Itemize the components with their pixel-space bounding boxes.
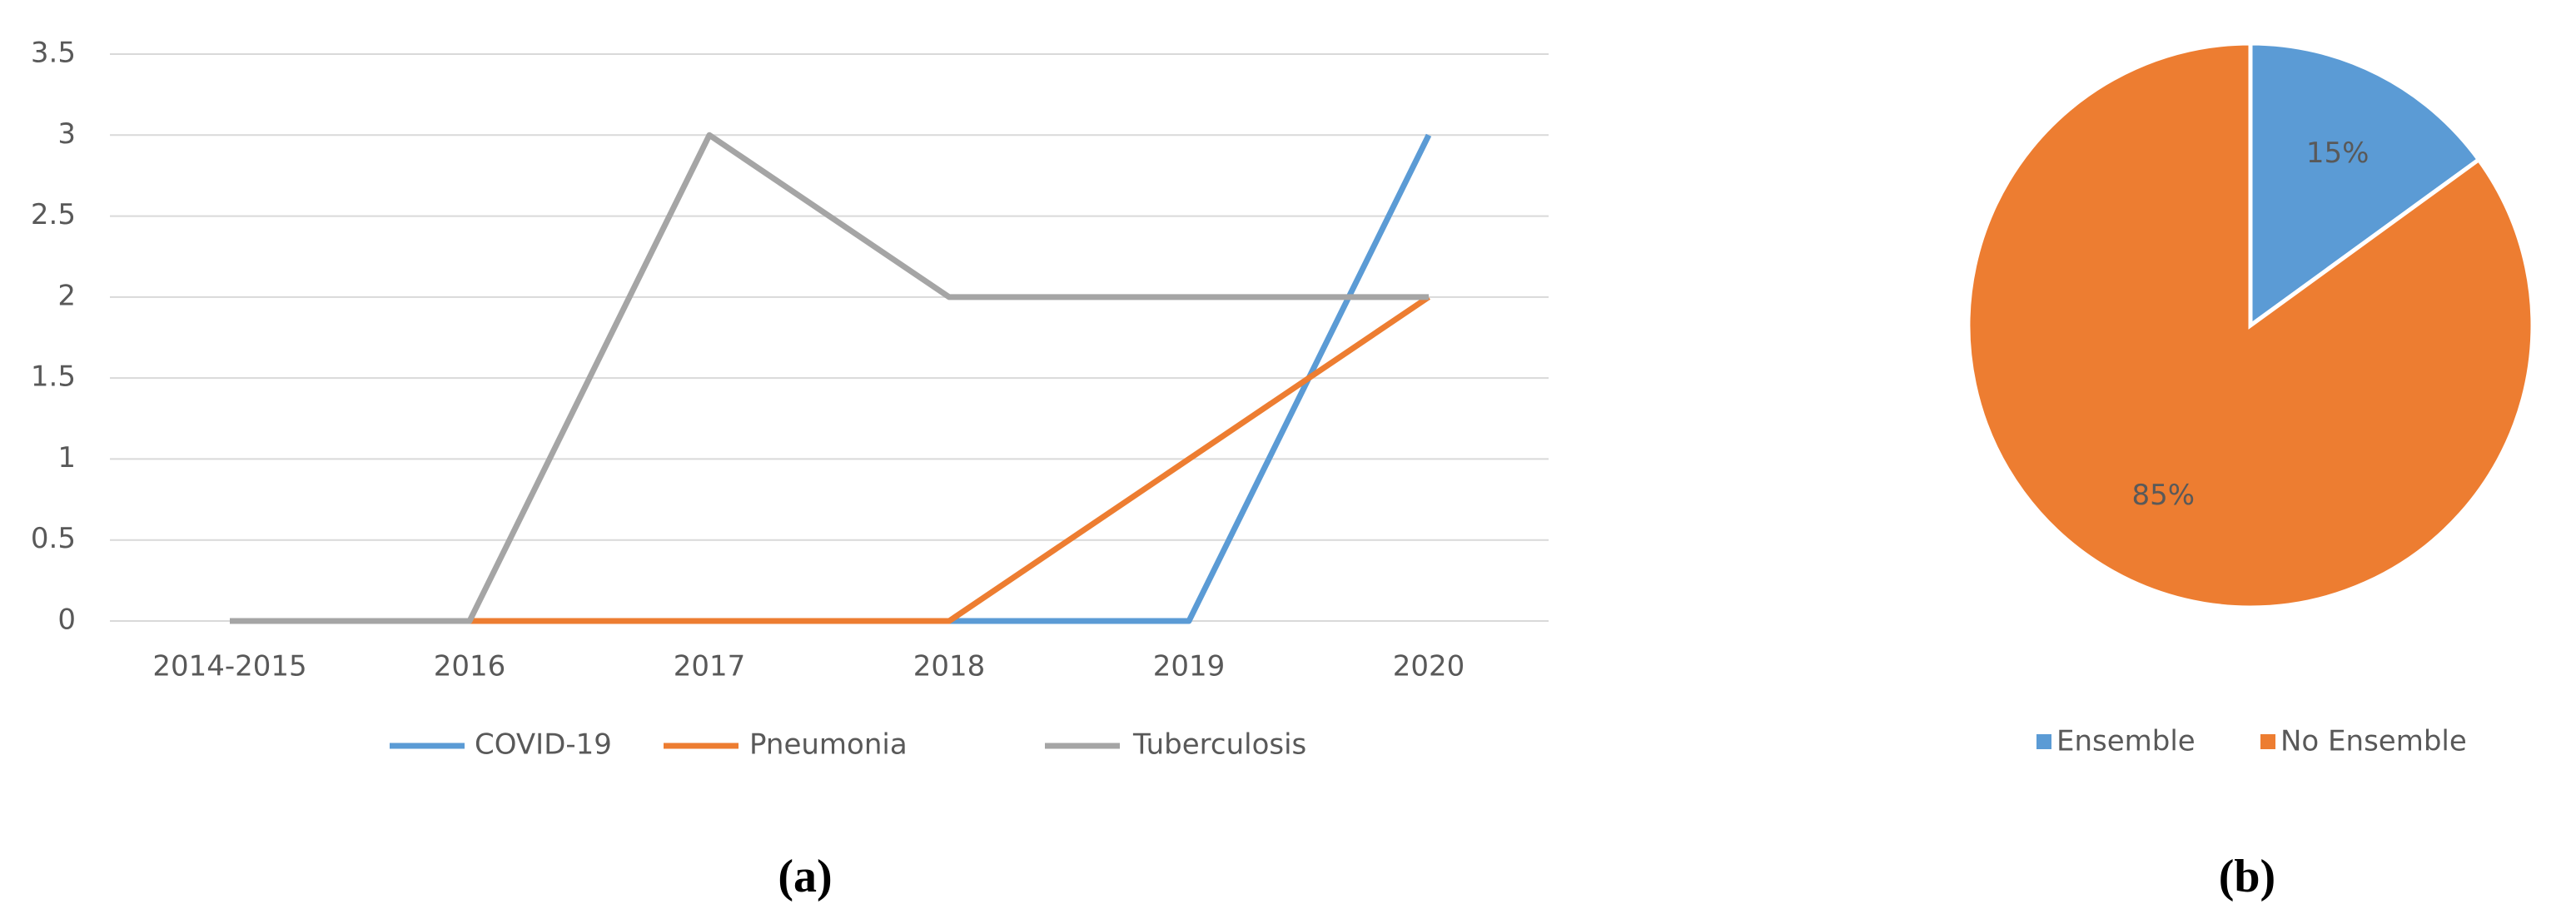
legend-label: Tuberculosis <box>1132 728 1306 762</box>
x-tick-label: 2016 <box>434 650 506 683</box>
y-tick-label: 0 <box>57 604 76 637</box>
y-tick-label: 1 <box>57 441 76 474</box>
legend-label: No Ensemble <box>2280 725 2467 758</box>
legend-swatch <box>2260 734 2275 749</box>
legend-label: COVID-19 <box>475 728 612 762</box>
x-tick-label: 2019 <box>1153 650 1226 683</box>
legend-swatch <box>2036 734 2051 749</box>
legend-label: Pneumonia <box>749 728 908 762</box>
series-line <box>230 132 1429 624</box>
pie-slice <box>2248 41 2482 330</box>
y-tick-label: 0.5 <box>31 522 76 555</box>
legend-label: Ensemble <box>2056 725 2196 758</box>
y-tick-label: 3.5 <box>31 37 76 70</box>
pie-slice <box>1966 41 2535 610</box>
y-tick-label: 3 <box>57 117 76 151</box>
x-tick-label: 2017 <box>674 650 746 683</box>
x-tick-label: 2014-2015 <box>152 650 306 683</box>
x-tick-label: 2018 <box>913 650 986 683</box>
y-tick-label: 2 <box>57 279 76 312</box>
x-tick-label: 2020 <box>1393 650 1465 683</box>
data-label: 85% <box>2132 479 2196 512</box>
y-tick-label: 1.5 <box>31 360 76 394</box>
data-label: 15% <box>2306 137 2370 170</box>
panel-label: (b) <box>2219 851 2275 902</box>
panel-label: (a) <box>778 851 832 902</box>
y-tick-label: 2.5 <box>31 198 76 231</box>
